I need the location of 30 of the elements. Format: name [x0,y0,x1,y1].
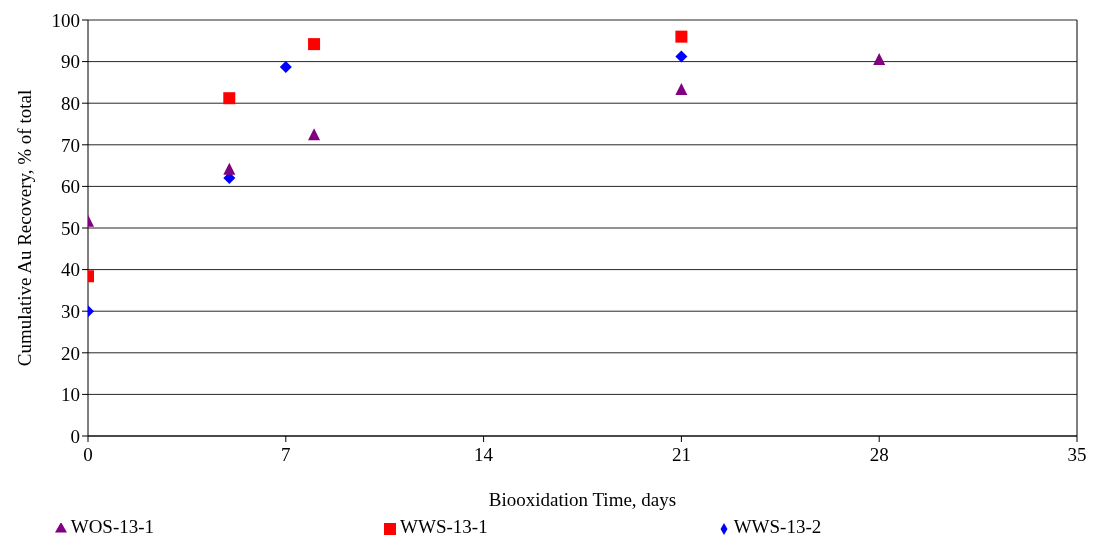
x-tick-label: 21 [671,444,691,466]
y-tick-label: 20 [61,342,80,364]
point [675,30,688,43]
y-tick-label: 100 [51,9,80,31]
y-axis-title: Cumulative Au Recovery, % of total [13,89,35,367]
legend-label: WOS-13-1 [70,516,155,537]
y-tick-label: 0 [70,425,80,447]
point [223,92,236,105]
x-tick-label: 7 [281,444,291,466]
point [308,128,321,141]
y-tick-label: 10 [61,384,80,406]
point [308,38,321,51]
legend-label: WWS-13-2 [733,516,822,537]
y-tick-label: 60 [61,176,80,198]
y-tick-label: 70 [61,134,80,156]
y-tick-label: 50 [61,217,80,239]
x-axis-title: Biooxidation Time, days [488,489,677,510]
y-tick-label: 90 [61,51,80,73]
point [873,52,886,65]
point [223,162,236,175]
y-tick-label: 40 [61,259,80,281]
point [675,50,688,63]
y-tick-label: 80 [61,92,80,114]
x-tick-label: 35 [1067,444,1087,466]
x-tick-label: 14 [474,444,494,466]
y-tick-label: 30 [61,300,80,322]
point [279,61,292,74]
point [675,82,688,95]
legend-label: WWS-13-1 [400,516,488,537]
x-tick-label: 28 [869,444,889,466]
